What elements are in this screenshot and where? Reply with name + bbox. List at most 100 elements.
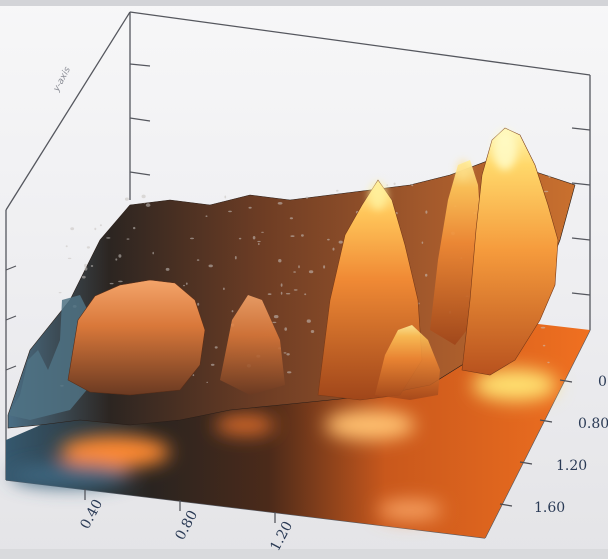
- surface-speckle: [293, 289, 298, 291]
- surface-speckle: [280, 291, 283, 295]
- surface-speckle: [65, 245, 68, 248]
- floor-hotspot: [378, 500, 442, 520]
- surface-speckle: [183, 284, 185, 287]
- floor-hotspot: [215, 415, 275, 435]
- y-tick-label: 1.20: [556, 458, 587, 474]
- wall-tick: [5, 365, 17, 371]
- surface-speckle: [425, 273, 428, 277]
- surface-speckle: [84, 267, 88, 271]
- surface-speckle: [338, 240, 343, 244]
- peak-tallest: [461, 127, 559, 376]
- x-tick-label: 1.20: [267, 519, 296, 554]
- wall-tick: [5, 315, 17, 321]
- surface-speckle: [238, 237, 242, 240]
- surface-speckle: [327, 238, 330, 241]
- surface-speckle: [547, 361, 550, 364]
- peaks: [67, 127, 559, 401]
- surface-speckle: [145, 203, 151, 207]
- floor-cool-region: [10, 463, 130, 487]
- peak-right-secondary: [430, 160, 482, 345]
- surface-speckle: [252, 236, 256, 240]
- surface-speckle: [293, 271, 296, 273]
- surface-speckle: [257, 240, 261, 243]
- wall-ticks: [5, 63, 591, 371]
- wall-tick: [129, 117, 151, 122]
- wall-tick: [571, 127, 591, 131]
- wall-tick: [571, 292, 591, 296]
- wall-tick: [571, 237, 591, 241]
- y-tick: [539, 419, 553, 423]
- y-tick-label: 0.40: [598, 374, 608, 390]
- surface-speckle: [99, 224, 102, 227]
- surface-speckle: [289, 217, 293, 220]
- surface-speckle: [118, 254, 122, 258]
- surface-speckle: [273, 315, 279, 319]
- y-tick: [559, 379, 573, 383]
- surface-speckle: [548, 175, 551, 178]
- surface-speckle: [115, 258, 118, 261]
- surface-speckle: [196, 259, 200, 261]
- surface-speckle: [192, 374, 195, 377]
- bottom-border: [0, 549, 608, 559]
- surface-speckle: [224, 195, 227, 199]
- surface-speckle: [411, 184, 414, 187]
- surface-speckle: [133, 226, 136, 230]
- surface-speckle: [386, 184, 389, 186]
- top-border: [0, 0, 608, 6]
- surface-speckle: [165, 267, 170, 271]
- peak-left-dome: [67, 279, 206, 396]
- surface-speckle: [231, 310, 234, 313]
- wall-tick: [5, 265, 17, 271]
- surface-speckle: [277, 202, 283, 205]
- peak-highlight: [457, 160, 469, 180]
- surface-speckle: [84, 263, 87, 268]
- surface-speckle: [118, 280, 123, 283]
- surface-speckle: [228, 210, 232, 213]
- surface-speckle: [86, 246, 90, 249]
- surface-speckle: [310, 330, 315, 333]
- surface-speckle: [106, 237, 111, 239]
- peak-highlight: [369, 182, 387, 210]
- z-axis-label: y-axis: [51, 65, 73, 94]
- surface-speckle: [280, 283, 283, 287]
- surface-speckle: [208, 264, 213, 268]
- wall-tick: [129, 63, 151, 67]
- wall-tick: [129, 171, 151, 176]
- y-axis-ticks: 0.40 0.80 1.20 1.60: [534, 374, 608, 516]
- surface-speckle: [258, 242, 260, 246]
- surface-speckle: [542, 344, 546, 347]
- surface-speckle: [70, 227, 75, 231]
- y-tick-label: 1.60: [534, 500, 565, 516]
- surface-speckle: [393, 182, 396, 186]
- surface-speckle: [286, 353, 290, 356]
- y-tick-label: 0.80: [578, 416, 608, 432]
- surface-speckle: [323, 265, 326, 269]
- surface-speckle: [234, 256, 237, 260]
- peak-mid-left: [220, 295, 285, 395]
- surface-speckle: [223, 287, 225, 291]
- surface-speckle: [81, 275, 86, 279]
- surface-speckle: [94, 227, 97, 231]
- x-tick-label: 0.40: [77, 497, 106, 532]
- floor-hotspot: [60, 436, 170, 468]
- surface-speckle: [210, 363, 215, 366]
- surface-speckle: [58, 292, 62, 294]
- surface-speckle: [143, 202, 146, 204]
- surface-speckle: [109, 282, 114, 285]
- surface-speckle: [124, 197, 129, 201]
- left-top-edge: [5, 11, 131, 211]
- surface-speckle: [425, 210, 428, 214]
- surface-speckle: [290, 235, 295, 238]
- surface-speckle: [248, 206, 252, 209]
- surface-speckle: [152, 251, 154, 255]
- y-tick: [499, 503, 513, 507]
- surface-speckle: [305, 196, 309, 199]
- wall-tick: [571, 182, 591, 186]
- surface-speckle: [197, 302, 200, 306]
- back-top-edge: [129, 11, 591, 76]
- surface-speckle: [336, 189, 339, 192]
- floor-hotspot: [325, 410, 415, 440]
- peak-highlight: [493, 130, 517, 170]
- surface-speckle: [67, 257, 72, 260]
